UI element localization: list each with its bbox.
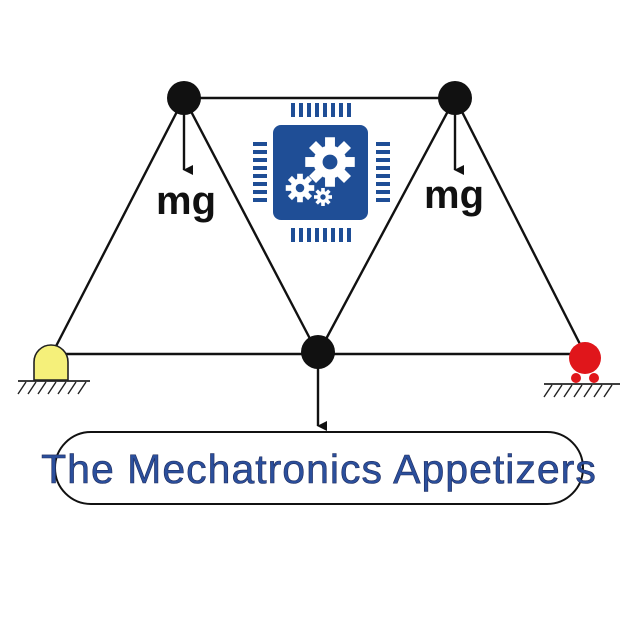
load-arrows <box>182 108 464 431</box>
truss-joints <box>167 81 472 369</box>
gear-tiny-icon <box>314 188 332 206</box>
gear-small-icon <box>285 173 315 203</box>
ground-hatch-left <box>17 381 87 395</box>
title-banner-frame <box>54 431 584 505</box>
joint-top-left <box>167 81 201 115</box>
member-right-outer <box>453 97 587 355</box>
title-banner: The Mechatronics Appetizers <box>41 431 597 505</box>
roller-wheel-left <box>571 373 581 383</box>
roller-wheel-right <box>589 373 599 383</box>
member-left-diagonal <box>182 97 320 355</box>
joint-top-right <box>438 81 472 115</box>
title-text: The Mechatronics Appetizers <box>41 446 597 492</box>
pin-support-left <box>17 344 90 395</box>
ground-hatch-right <box>543 384 613 398</box>
truss-members <box>50 96 587 356</box>
gear-large-icon <box>305 137 355 187</box>
roller-support-body <box>569 342 601 374</box>
load-label-left: mg <box>156 179 216 223</box>
joint-bottom-center <box>301 335 335 369</box>
member-left-outer <box>50 97 186 355</box>
member-right-diagonal <box>316 97 457 355</box>
load-label-right: mg <box>424 173 484 217</box>
chip-pins <box>253 103 390 242</box>
pin-support-body <box>33 344 69 381</box>
chip-gears-icon <box>253 103 390 242</box>
roller-support-right <box>543 342 620 398</box>
